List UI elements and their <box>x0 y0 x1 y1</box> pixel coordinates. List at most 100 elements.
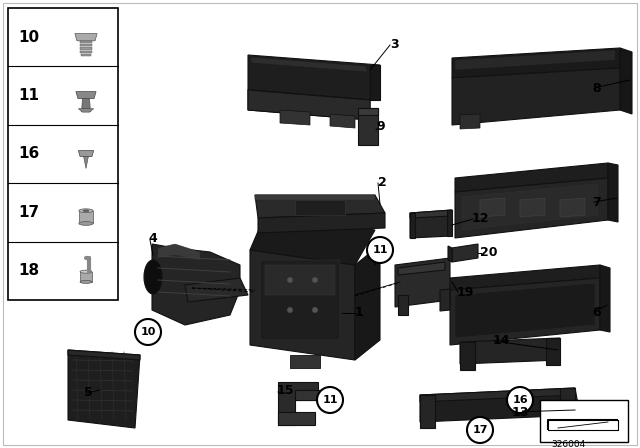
Polygon shape <box>68 350 140 360</box>
Polygon shape <box>78 109 93 112</box>
Circle shape <box>317 387 343 413</box>
Polygon shape <box>462 184 598 230</box>
Polygon shape <box>395 258 450 307</box>
Polygon shape <box>248 55 380 100</box>
Polygon shape <box>420 388 575 402</box>
Ellipse shape <box>79 222 93 225</box>
Polygon shape <box>546 338 560 365</box>
Circle shape <box>287 307 293 313</box>
Polygon shape <box>460 114 480 129</box>
Polygon shape <box>255 195 385 218</box>
Polygon shape <box>450 265 600 290</box>
Polygon shape <box>260 260 340 340</box>
Polygon shape <box>250 215 375 265</box>
Ellipse shape <box>80 280 92 284</box>
Circle shape <box>507 387 533 413</box>
Polygon shape <box>460 338 560 364</box>
Polygon shape <box>520 198 545 217</box>
Circle shape <box>312 307 318 313</box>
Bar <box>80 47 92 50</box>
Polygon shape <box>420 388 580 422</box>
Polygon shape <box>330 114 355 128</box>
Text: 1: 1 <box>355 306 364 319</box>
Bar <box>81 51 92 53</box>
Circle shape <box>467 417 493 443</box>
Text: 10: 10 <box>140 327 156 337</box>
Polygon shape <box>295 390 340 400</box>
Polygon shape <box>68 350 140 428</box>
Text: 11: 11 <box>323 395 338 405</box>
Polygon shape <box>290 355 320 368</box>
Polygon shape <box>560 198 585 217</box>
Bar <box>80 44 92 47</box>
Polygon shape <box>280 110 310 125</box>
Polygon shape <box>84 156 88 168</box>
Polygon shape <box>452 244 478 262</box>
Polygon shape <box>295 200 345 215</box>
Polygon shape <box>420 395 435 428</box>
Text: 9: 9 <box>376 121 385 134</box>
Polygon shape <box>455 178 608 238</box>
Polygon shape <box>398 262 445 275</box>
Polygon shape <box>76 91 96 99</box>
Circle shape <box>367 237 393 263</box>
Text: 13: 13 <box>512 405 529 418</box>
Polygon shape <box>410 210 452 238</box>
Bar <box>79 41 92 43</box>
Polygon shape <box>278 382 318 425</box>
Polygon shape <box>455 50 615 70</box>
Text: 17: 17 <box>18 205 39 220</box>
Polygon shape <box>250 250 355 360</box>
Polygon shape <box>440 289 450 311</box>
Polygon shape <box>620 48 632 114</box>
Polygon shape <box>410 210 452 218</box>
Polygon shape <box>278 412 315 425</box>
Polygon shape <box>158 244 200 260</box>
Circle shape <box>135 319 161 345</box>
Polygon shape <box>79 211 93 224</box>
Polygon shape <box>152 244 240 325</box>
Circle shape <box>287 277 293 283</box>
Text: 16: 16 <box>18 146 39 161</box>
Text: 20: 20 <box>480 246 497 258</box>
Polygon shape <box>248 90 370 120</box>
Polygon shape <box>480 198 505 217</box>
Polygon shape <box>78 151 93 156</box>
Polygon shape <box>250 57 368 72</box>
Polygon shape <box>265 265 335 295</box>
Polygon shape <box>600 265 610 332</box>
Bar <box>540 400 628 442</box>
Polygon shape <box>447 210 452 236</box>
Text: 5: 5 <box>84 387 93 400</box>
Text: 3: 3 <box>390 38 399 51</box>
Ellipse shape <box>80 270 92 273</box>
Polygon shape <box>370 65 380 100</box>
Text: 326004: 326004 <box>551 440 585 448</box>
Ellipse shape <box>83 210 89 211</box>
Polygon shape <box>80 271 92 282</box>
Text: 6: 6 <box>592 306 600 319</box>
Text: 16: 16 <box>512 395 528 405</box>
Polygon shape <box>358 108 378 145</box>
Text: 11: 11 <box>372 245 388 255</box>
Polygon shape <box>608 163 618 222</box>
Text: 11: 11 <box>18 88 39 103</box>
Text: 4: 4 <box>148 232 157 245</box>
Polygon shape <box>410 213 415 238</box>
Polygon shape <box>358 108 378 115</box>
Polygon shape <box>355 245 380 360</box>
Polygon shape <box>450 278 600 345</box>
Polygon shape <box>455 283 595 338</box>
Polygon shape <box>248 90 370 120</box>
Polygon shape <box>460 342 475 370</box>
Text: 10: 10 <box>18 30 39 45</box>
Text: 12: 12 <box>472 211 490 224</box>
Polygon shape <box>75 34 97 41</box>
Text: 17: 17 <box>472 425 488 435</box>
Text: 2: 2 <box>378 176 387 189</box>
Text: 15: 15 <box>277 383 294 396</box>
Polygon shape <box>81 99 90 112</box>
Text: 18: 18 <box>18 263 39 278</box>
Polygon shape <box>398 295 408 315</box>
Text: 8: 8 <box>592 82 600 95</box>
